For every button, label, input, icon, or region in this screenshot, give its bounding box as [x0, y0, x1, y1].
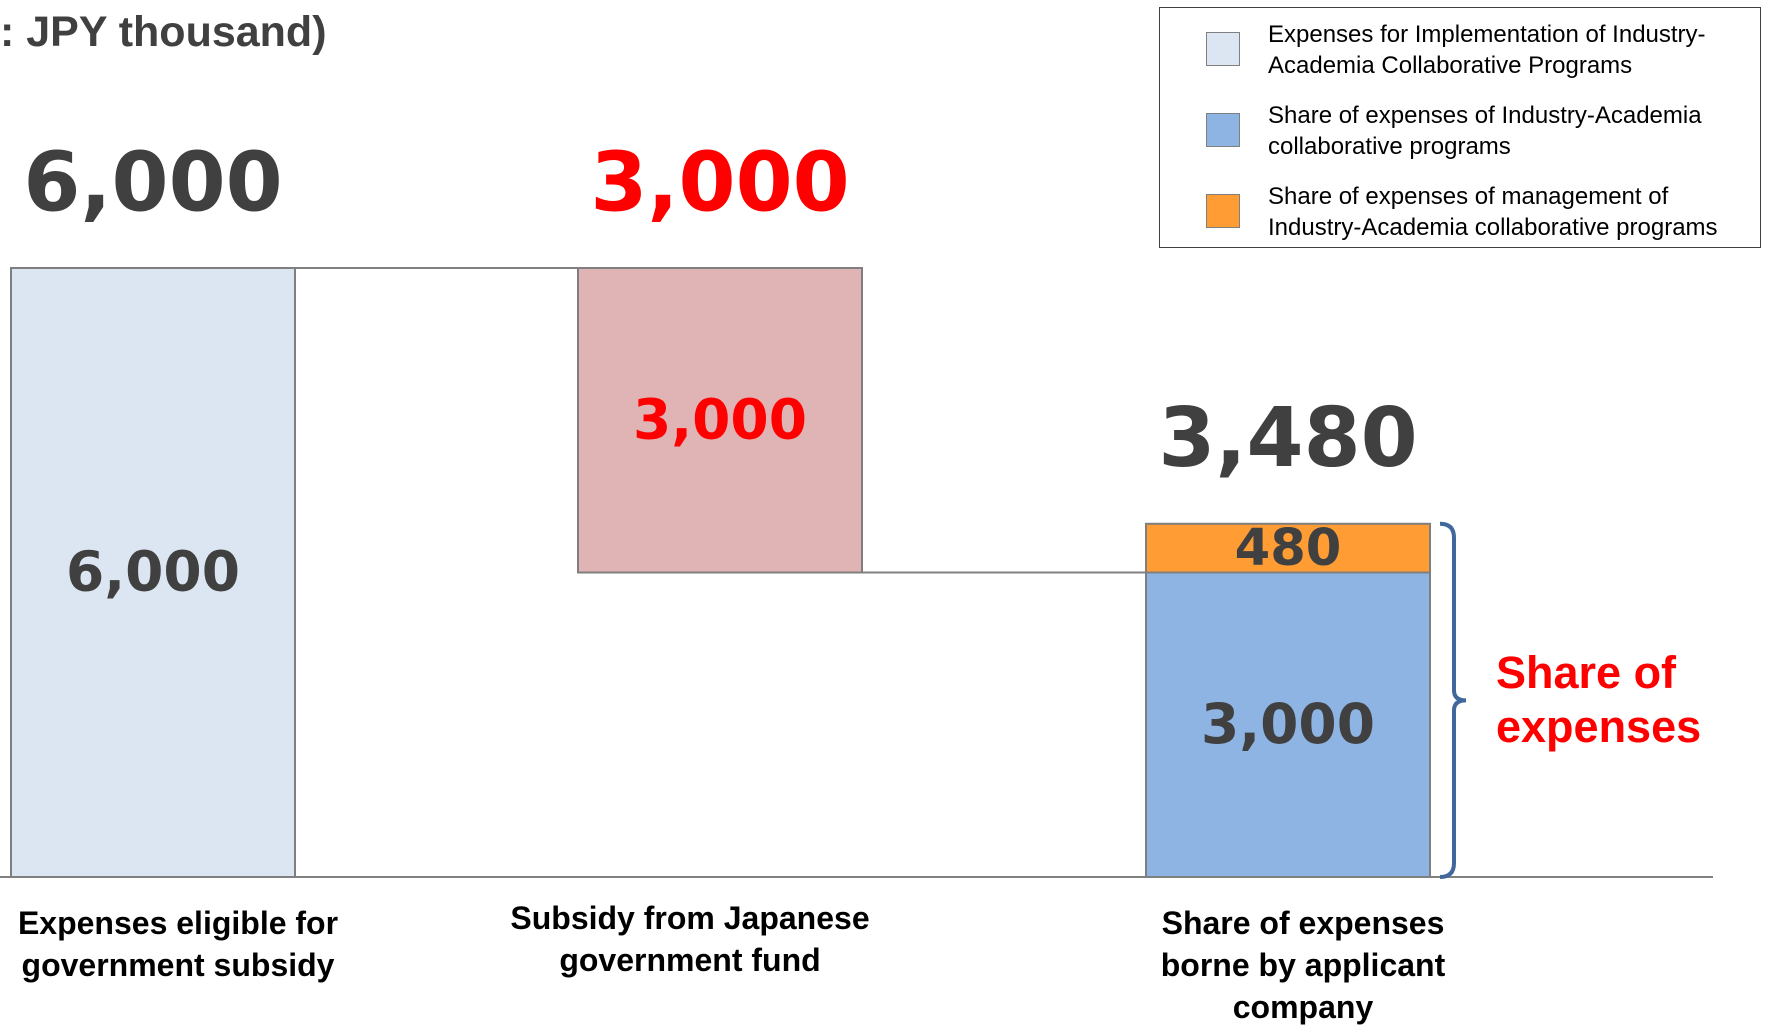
legend-swatch — [1206, 32, 1240, 66]
x-tick-label: Share of expenses borne by applicant com… — [1160, 905, 1446, 1025]
total-label: 6,000 — [23, 135, 282, 230]
bracket — [1439, 521, 1467, 879]
annotation: Share of expenses — [1496, 647, 1702, 753]
legend-label: Share of expenses of Industry-Academia c… — [1268, 102, 1702, 160]
chart-title: : JPY thousand) — [0, 8, 327, 56]
bar-segment — [577, 267, 863, 574]
bar-segment — [10, 267, 296, 878]
value-label: 3,000 — [1201, 692, 1375, 756]
value-label: 6,000 — [66, 540, 240, 604]
bar-segment — [1145, 522, 1431, 574]
total-label: 3,000 — [590, 135, 849, 230]
legend-swatch — [1206, 113, 1240, 147]
legend-swatch — [1206, 194, 1240, 228]
x-tick-label: Expenses eligible for government subsidy — [17, 905, 339, 983]
legend-label: Share of expenses of management of Indus… — [1268, 183, 1718, 241]
legend: Expenses for Implementation of Industry-… — [1159, 7, 1761, 248]
bar-segment — [1145, 571, 1431, 878]
value-label: 3,000 — [633, 387, 807, 451]
x-tick-label: Subsidy from Japanese government fund — [510, 900, 870, 978]
legend-label: Expenses for Implementation of Industry-… — [1268, 21, 1706, 79]
value-label: 480 — [1235, 519, 1342, 578]
total-label: 3,480 — [1158, 391, 1417, 486]
